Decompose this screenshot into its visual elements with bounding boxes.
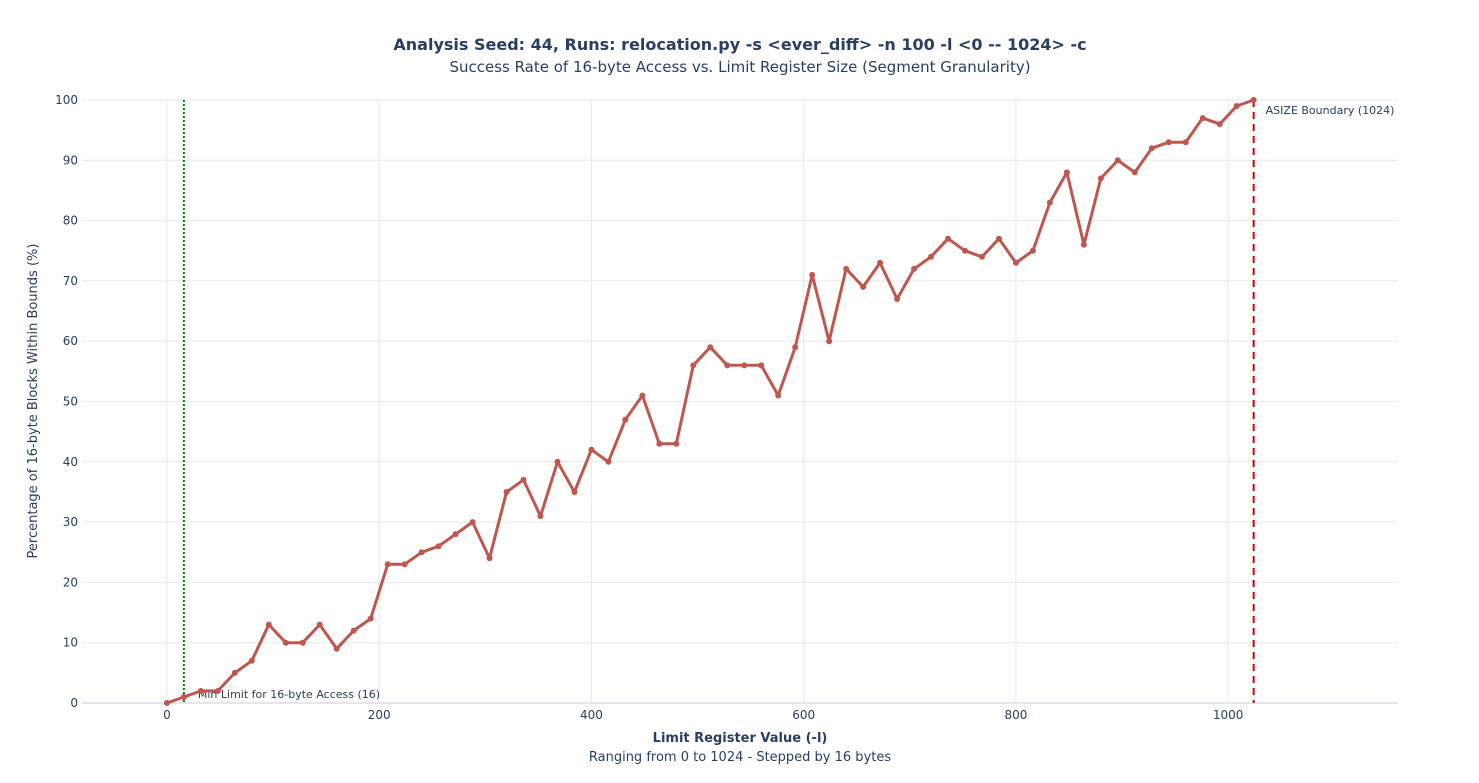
chart-subtitle: Success Rate of 16-byte Access vs. Limit… — [449, 58, 1030, 76]
data-point — [1199, 115, 1206, 122]
data-point — [826, 338, 833, 345]
data-point — [503, 488, 510, 495]
y-tick-label: 30 — [63, 515, 78, 529]
x-axis-subtitle: Ranging from 0 to 1024 - Stepped by 16 b… — [589, 750, 891, 765]
data-point — [1012, 259, 1019, 266]
data-point — [1063, 169, 1070, 176]
x-tick-label: 800 — [1004, 708, 1027, 722]
data-point — [350, 627, 357, 634]
data-point — [894, 295, 901, 302]
data-point — [978, 253, 985, 260]
chart-title: Analysis Seed: 44, Runs: relocation.py -… — [393, 35, 1086, 54]
data-point — [418, 549, 425, 556]
data-point — [758, 362, 765, 369]
data-point — [401, 561, 408, 568]
data-point — [1182, 139, 1189, 146]
x-axis-title: Limit Register Value (-l) — [653, 731, 828, 746]
x-tick-label: 200 — [368, 708, 391, 722]
data-point — [435, 543, 442, 550]
data-point — [197, 687, 204, 694]
y-tick-label: 50 — [63, 395, 78, 409]
data-point — [384, 561, 391, 568]
data-point — [945, 235, 952, 242]
data-point — [248, 657, 255, 664]
y-tick-label: 10 — [63, 636, 78, 650]
data-point — [537, 513, 544, 520]
x-tick-label: 600 — [792, 708, 815, 722]
data-point — [995, 235, 1002, 242]
data-point — [961, 247, 968, 254]
data-point — [333, 645, 340, 652]
y-tick-label: 0 — [70, 696, 78, 710]
data-point — [367, 615, 374, 622]
data-point — [911, 265, 918, 272]
data-point — [707, 344, 714, 351]
reference-lines: Min Limit for 16-byte Access (16) ASIZE B… — [182, 100, 1395, 703]
data-point — [163, 700, 170, 706]
grid — [82, 99, 1398, 704]
data-point — [724, 362, 731, 369]
data-point — [282, 639, 289, 646]
data-point — [1216, 121, 1223, 128]
data-point — [554, 458, 561, 465]
reference-annotation: ASIZE Boundary (1024) — [1266, 104, 1395, 117]
data-point — [690, 362, 697, 369]
data-point — [180, 693, 187, 700]
data-point — [860, 283, 867, 290]
data-point — [639, 392, 646, 399]
data-point — [1029, 247, 1036, 254]
data-point — [877, 259, 884, 266]
y-tick-label: 20 — [63, 575, 78, 589]
data-point — [741, 362, 748, 369]
x-tick-label: 0 — [163, 708, 171, 722]
reference-annotation: Min Limit for 16-byte Access (16) — [198, 688, 380, 701]
data-point — [452, 531, 459, 538]
x-tick-label: 400 — [580, 708, 603, 722]
data-point — [1148, 145, 1155, 152]
data-point — [1080, 241, 1087, 248]
data-point — [520, 476, 527, 483]
data-point — [486, 555, 493, 562]
y-tick-label: 40 — [63, 455, 78, 469]
data-point — [792, 344, 799, 351]
data-point — [316, 621, 323, 628]
data-point — [809, 271, 816, 278]
series-line — [163, 97, 1257, 706]
data-point — [928, 253, 935, 260]
data-point — [469, 519, 476, 526]
data-point — [1114, 157, 1121, 164]
data-point — [214, 687, 221, 694]
data-point — [1233, 103, 1240, 110]
y-tick-label: 70 — [63, 274, 78, 288]
data-point — [1131, 169, 1138, 176]
data-point — [588, 446, 595, 453]
y-tick-label: 60 — [63, 334, 78, 348]
data-point — [571, 488, 578, 495]
data-point — [1097, 175, 1104, 182]
data-point — [1165, 139, 1172, 146]
data-point — [1250, 97, 1257, 103]
data-point — [843, 265, 850, 272]
data-point — [775, 392, 782, 399]
y-axis-title: Percentage of 16-byte Blocks Within Boun… — [26, 244, 41, 559]
data-point — [656, 440, 663, 447]
y-tick-label: 80 — [63, 214, 78, 228]
x-tick-label: 1000 — [1213, 708, 1244, 722]
y-tick-label: 100 — [55, 93, 78, 107]
data-point — [299, 639, 306, 646]
data-point — [605, 458, 612, 465]
data-point — [265, 621, 272, 628]
data-point — [231, 669, 238, 676]
data-point — [1046, 199, 1053, 206]
y-tick-label: 90 — [63, 153, 78, 167]
data-point — [673, 440, 680, 447]
data-point — [622, 416, 629, 423]
